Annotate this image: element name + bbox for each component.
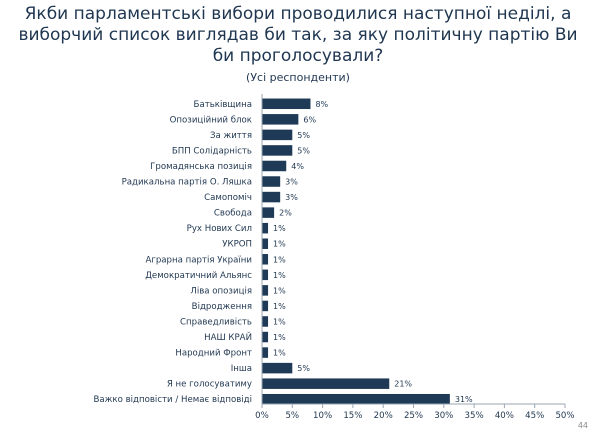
value-label: 1% bbox=[273, 333, 286, 342]
chart-title: Якби парламентські вибори проводилися на… bbox=[0, 4, 596, 67]
chart-title-line-1: Якби парламентські вибори проводилися на… bbox=[24, 4, 572, 24]
category-label: Рух Нових Сил bbox=[187, 224, 252, 234]
bar bbox=[262, 331, 269, 343]
bar bbox=[262, 129, 293, 141]
bar bbox=[262, 254, 269, 265]
bar bbox=[262, 207, 275, 218]
category-label: Я не голосуватиму bbox=[167, 380, 252, 390]
value-label: 1% bbox=[273, 271, 286, 280]
x-tick-label: 15% bbox=[343, 411, 362, 421]
x-tick-label: 40% bbox=[495, 411, 514, 421]
category-label: Опозиційний блок bbox=[170, 115, 252, 125]
category-label: Радикальна партія О. Ляшка bbox=[122, 178, 252, 188]
bar bbox=[262, 98, 311, 110]
bar bbox=[262, 269, 269, 281]
category-label: Демократичний Альянс bbox=[145, 271, 252, 281]
bar bbox=[262, 238, 269, 249]
value-label: 1% bbox=[273, 317, 286, 326]
chart-title-line-3: би проголосували? bbox=[212, 46, 384, 66]
x-tick-label: 50% bbox=[555, 411, 574, 421]
value-label: 4% bbox=[291, 162, 304, 171]
category-label: БПП Солідарність bbox=[172, 146, 252, 156]
value-label: 1% bbox=[273, 349, 286, 358]
value-label: 1% bbox=[273, 224, 286, 233]
bars bbox=[262, 98, 450, 405]
category-label: За життя bbox=[210, 131, 252, 141]
category-label: Відродження bbox=[192, 302, 252, 312]
bar bbox=[262, 114, 299, 125]
chart-subtitle: (Усі респонденти) bbox=[246, 71, 350, 84]
x-axis: 0% 5% 10% 15% 20% 25% 30% 35% 40% 45% 50% bbox=[255, 94, 575, 421]
value-label: 5% bbox=[297, 131, 310, 140]
x-tick-label: 0% bbox=[255, 411, 269, 421]
category-label: Свобода bbox=[214, 209, 252, 219]
bar bbox=[262, 362, 293, 374]
bar bbox=[262, 176, 281, 187]
value-label: 6% bbox=[303, 115, 316, 124]
x-tick-label: 5% bbox=[285, 411, 299, 421]
value-labels: 8% 6% 5% 5% 4% 3% 3% 2% 1% 1% 1% 1% 1% 1% 1% 1% 1% 5% 21% 3… bbox=[273, 100, 473, 404]
x-tick-label: 30% bbox=[434, 411, 453, 421]
value-label: 31% bbox=[455, 395, 473, 404]
value-label: 3% bbox=[285, 178, 298, 187]
bar bbox=[262, 393, 450, 405]
category-label: Народний Фронт bbox=[175, 349, 252, 359]
x-tick-label: 25% bbox=[404, 411, 423, 421]
bar bbox=[262, 316, 269, 327]
category-label: Справедливість bbox=[180, 317, 252, 327]
category-label: Самопоміч bbox=[204, 193, 252, 203]
category-label: Інша bbox=[231, 364, 252, 374]
bar bbox=[262, 285, 269, 296]
bar bbox=[262, 378, 390, 389]
value-label: 1% bbox=[273, 302, 286, 311]
category-labels: Батьківщина Опозиційний блок За життя БПП С… bbox=[94, 100, 253, 405]
category-label: Аграрна партія України bbox=[145, 255, 252, 265]
category-label: Важко відповісти / Немає відповіді bbox=[94, 395, 252, 405]
value-label: 1% bbox=[273, 255, 286, 264]
bar bbox=[262, 222, 269, 234]
page-number: 44 bbox=[577, 421, 588, 430]
x-tick-label: 20% bbox=[374, 411, 393, 421]
category-label: Ліва опозиція bbox=[190, 286, 252, 296]
value-label: 3% bbox=[285, 193, 298, 202]
value-label: 5% bbox=[297, 146, 310, 155]
category-label: НАШ КРАЙ bbox=[204, 331, 252, 343]
bar bbox=[262, 191, 281, 203]
chart-title-line-2: виборчий список виглядав би так, за яку … bbox=[18, 25, 578, 45]
value-label: 2% bbox=[279, 209, 292, 218]
bar bbox=[262, 347, 269, 358]
x-tick-label: 35% bbox=[465, 411, 484, 421]
value-label: 1% bbox=[273, 286, 286, 295]
value-label: 1% bbox=[273, 240, 286, 249]
value-label: 8% bbox=[315, 100, 328, 109]
bar bbox=[262, 145, 293, 156]
x-tick-label: 10% bbox=[313, 411, 332, 421]
category-label: УКРОП bbox=[222, 240, 252, 250]
category-label: Батьківщина bbox=[194, 100, 252, 110]
value-label: 21% bbox=[394, 380, 412, 389]
value-label: 5% bbox=[297, 364, 310, 373]
x-tick-label: 45% bbox=[525, 411, 544, 421]
bar bbox=[262, 160, 287, 172]
category-label: Громадянська позиція bbox=[150, 162, 252, 172]
bar bbox=[262, 300, 269, 312]
